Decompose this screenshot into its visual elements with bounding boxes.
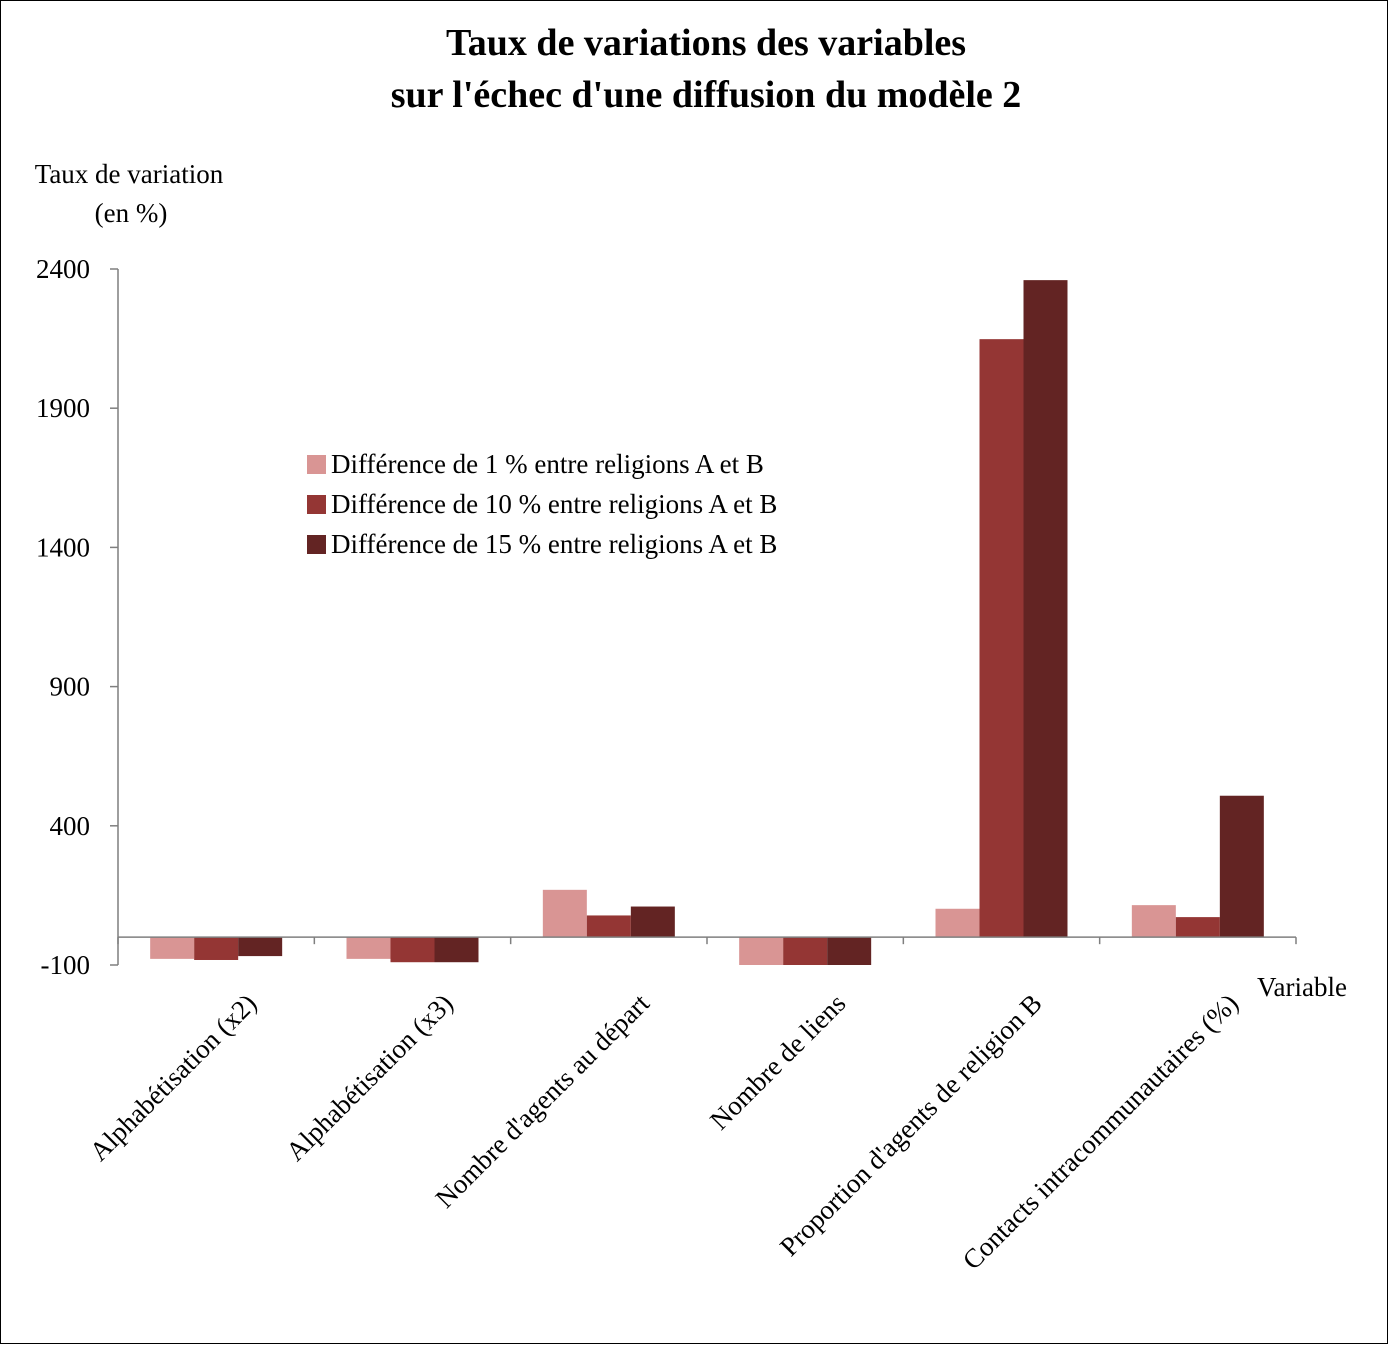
bar-s1-c5 bbox=[935, 908, 980, 938]
bar-s2-c1 bbox=[194, 937, 239, 960]
bar-s3-c2 bbox=[434, 937, 479, 963]
bar-s2-c5 bbox=[979, 339, 1024, 938]
x-tick-label: Nombre d'agents au départ bbox=[429, 988, 655, 1214]
axes-layer: -100 400 900 1400 1900 2400 Alphabétisation (x… bbox=[36, 254, 1297, 1275]
y-axis-label-line-2: (en %) bbox=[95, 198, 168, 228]
bar-s2-c4 bbox=[783, 937, 828, 965]
chart-title-line-2: sur l'échec d'une diffusion du modèle 2 bbox=[391, 74, 1022, 116]
bar-s1-c2 bbox=[346, 937, 391, 959]
bars-layer bbox=[150, 280, 1264, 965]
bar-s1-c6 bbox=[1131, 905, 1176, 938]
bar-s1-c1 bbox=[150, 937, 195, 959]
chart-title-line-1: Taux de variations des variables bbox=[446, 22, 966, 64]
bar-s2-c6 bbox=[1175, 917, 1220, 938]
legend-swatch-3 bbox=[307, 535, 326, 554]
y-axis-label-line-1: Taux de variation bbox=[35, 159, 224, 189]
legend-label-3: Différence de 15 % entre religions A et … bbox=[331, 529, 777, 559]
bar-s3-c1 bbox=[238, 937, 283, 957]
legend-label-2: Différence de 10 % entre religions A et … bbox=[331, 489, 777, 519]
bar-s2-c2 bbox=[390, 937, 435, 963]
y-tick-label: 1900 bbox=[36, 393, 90, 423]
legend: Différence de 1 % entre religions A et B… bbox=[307, 449, 777, 559]
bar-s3-c4 bbox=[827, 937, 872, 965]
bar-s1-c3 bbox=[542, 889, 587, 938]
bar-s3-c6 bbox=[1219, 795, 1264, 938]
y-tick-label: 1400 bbox=[36, 532, 90, 562]
bar-s3-c3 bbox=[630, 906, 675, 938]
legend-swatch-2 bbox=[307, 495, 326, 514]
legend-label-1: Différence de 1 % entre religions A et B bbox=[331, 449, 764, 479]
bar-s3-c5 bbox=[1023, 280, 1068, 938]
x-tick-label: Nombre de liens bbox=[704, 988, 851, 1135]
y-tick-label: -100 bbox=[41, 950, 91, 980]
y-tick-label: 900 bbox=[50, 672, 91, 702]
bar-s1-c4 bbox=[739, 937, 784, 965]
y-tick-label: 2400 bbox=[36, 254, 90, 284]
y-tick-label: 400 bbox=[50, 811, 91, 841]
x-tick-label: Alphabétisation (x3) bbox=[280, 988, 459, 1167]
x-tick-label: Alphabétisation (x2) bbox=[84, 988, 263, 1167]
legend-swatch-1 bbox=[307, 455, 326, 474]
x-axis-label: Variable bbox=[1257, 972, 1347, 1002]
bar-s2-c3 bbox=[586, 915, 631, 938]
